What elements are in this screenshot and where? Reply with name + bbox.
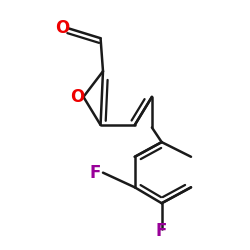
Text: F: F — [156, 222, 167, 240]
Text: O: O — [70, 88, 84, 106]
Text: F: F — [90, 164, 101, 182]
Text: O: O — [56, 20, 70, 38]
